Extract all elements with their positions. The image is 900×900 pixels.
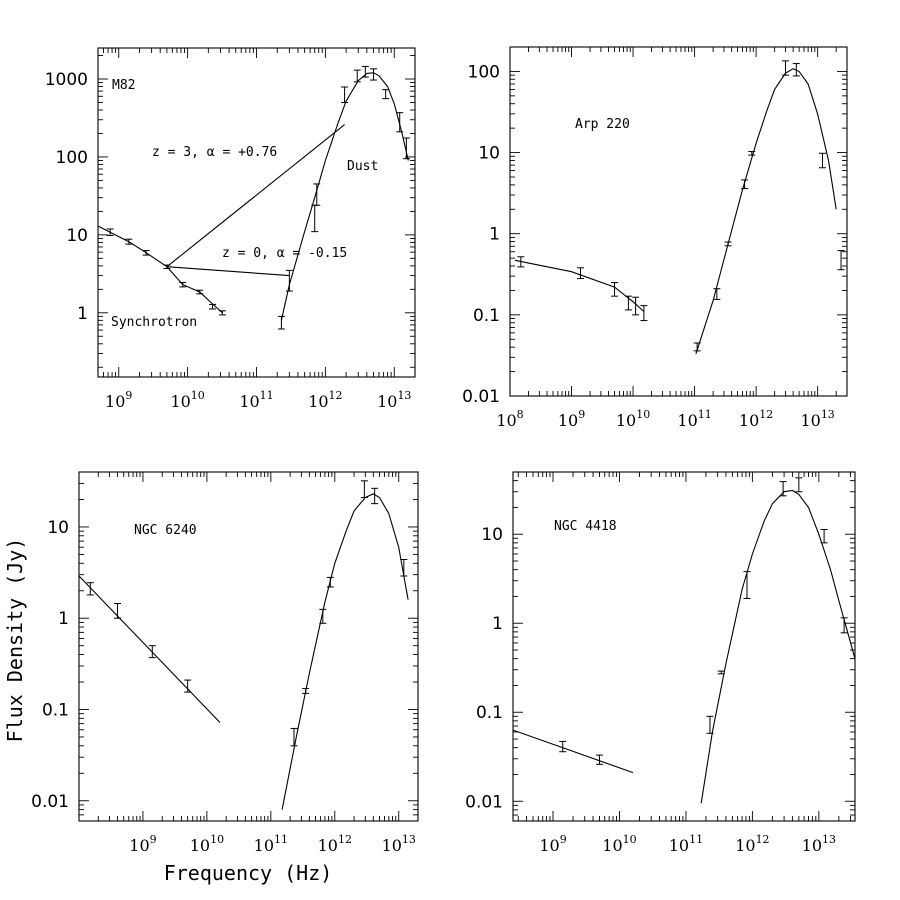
x-tick-label: 109: [539, 833, 566, 855]
x-tick-label: 1010: [616, 408, 650, 430]
fit-curve: [514, 259, 645, 312]
data-point: [779, 481, 787, 497]
plot-area: [98, 65, 410, 330]
fit-curve: [79, 575, 221, 723]
data-point: [86, 582, 94, 596]
x-tick-label: 1012: [308, 389, 342, 411]
fit-curve: [281, 493, 409, 810]
data-point: [559, 740, 567, 753]
data-point: [341, 86, 349, 103]
annotation-dust: Dust: [347, 159, 378, 174]
plot-area: [79, 480, 409, 810]
data-point: [290, 727, 298, 747]
x-tick-label: 1010: [170, 389, 204, 411]
x-tick-label: 1011: [669, 833, 703, 855]
fit-curve: [280, 72, 409, 321]
fit-curve: [513, 729, 634, 774]
x-tick-label: 108: [496, 408, 523, 430]
y-tick-label: 0.1: [473, 306, 500, 326]
y-tick-label: 10: [478, 144, 500, 164]
data-point: [370, 68, 378, 81]
fit-curve: [166, 266, 290, 277]
y-tick-label: 1: [489, 225, 500, 245]
data-point: [611, 282, 619, 297]
panel-title: M82: [112, 78, 135, 93]
y-tick-label: 10: [481, 525, 503, 545]
annotation-synchrotron: Synchrotron: [111, 315, 197, 330]
data-point: [795, 477, 803, 493]
y-tick-label: 1000: [45, 70, 88, 90]
x-tick-label: 1011: [254, 833, 288, 855]
x-tick-label: 1013: [377, 389, 411, 411]
data-point: [285, 269, 293, 292]
plot-frame: [512, 471, 856, 822]
y-tick-label: 0.1: [42, 700, 69, 720]
x-tick-label: 1012: [739, 408, 773, 430]
data-point: [743, 571, 751, 599]
x-tick-label: 1010: [602, 833, 636, 855]
x-tick-label: 1011: [677, 408, 711, 430]
data-point: [184, 679, 192, 693]
y-tick-label: 1: [58, 609, 69, 629]
data-point: [371, 487, 379, 505]
data-point: [402, 137, 410, 160]
data-point: [640, 305, 648, 322]
fit-curve: [695, 68, 837, 355]
x-axis-title: Frequency (Hz): [164, 861, 333, 885]
plot-area: [513, 477, 855, 804]
annotation-z0: z = 0, α = -0.15: [222, 246, 347, 261]
y-tick-label: 0.01: [465, 792, 503, 812]
panel-title: Arp 220: [575, 117, 630, 132]
panel-ngc4418: NGC 4418 109 1010 1011 1012 1013 0.01 0.1 1 10: [465, 471, 856, 855]
y-tick-label: 1: [77, 304, 88, 324]
x-tick-label: 1013: [382, 833, 416, 855]
data-point: [311, 204, 319, 233]
x-tick-label: 109: [105, 389, 132, 411]
x-tick-label: 1013: [800, 408, 834, 430]
y-tick-label: 10: [47, 518, 69, 538]
x-tick-label: 1013: [802, 833, 836, 855]
x-tick-label: 1012: [318, 833, 352, 855]
x-tick-label: 109: [558, 408, 585, 430]
plot-area: [514, 60, 845, 355]
y-tick-label: 0.1: [476, 703, 503, 723]
plot-frame: [509, 46, 848, 397]
data-point: [361, 65, 369, 78]
y-tick-label: 100: [56, 148, 88, 168]
data-point: [313, 183, 321, 206]
y-axis-title: Flux Density (Jy): [3, 538, 27, 743]
x-tick-label: 1011: [239, 389, 273, 411]
y-tick-label: 0.01: [462, 387, 500, 407]
panel-title: NGC 6240: [134, 523, 197, 538]
annotation-z3: z = 3, α = +0.76: [152, 145, 277, 160]
panel-title: NGC 4418: [554, 519, 617, 534]
panel-arp220: Arp 220 108 109 1010 1011 1012 1013 0.01 0.1 1 10…: [462, 46, 848, 430]
data-point: [577, 267, 585, 280]
data-point: [595, 754, 603, 765]
x-tick-label: 1012: [735, 833, 769, 855]
x-tick-label: 1010: [190, 833, 224, 855]
plot-frame: [78, 471, 419, 822]
y-tick-label: 1: [492, 614, 503, 634]
fit-curve: [166, 124, 345, 268]
y-tick-label: 10: [66, 226, 88, 246]
panel-m82: M82 z = 3, α = +0.76 z = 0, α = -0.15 Du…: [45, 47, 416, 411]
data-point: [360, 480, 368, 499]
data-point: [218, 310, 226, 316]
data-point: [382, 89, 390, 100]
data-point: [632, 296, 640, 316]
fit-curve: [700, 489, 855, 804]
x-tick-label: 109: [129, 833, 156, 855]
data-point: [748, 151, 756, 156]
data-point: [837, 250, 845, 271]
y-tick-label: 100: [468, 62, 500, 82]
data-point: [819, 152, 827, 169]
data-point: [713, 288, 721, 300]
data-point: [820, 528, 828, 544]
panel-ngc6240: NGC 6240 109 1010 1011 1012 1013 0.01 0.1 1 10: [31, 471, 419, 855]
y-tick-label: 0.01: [31, 792, 69, 812]
